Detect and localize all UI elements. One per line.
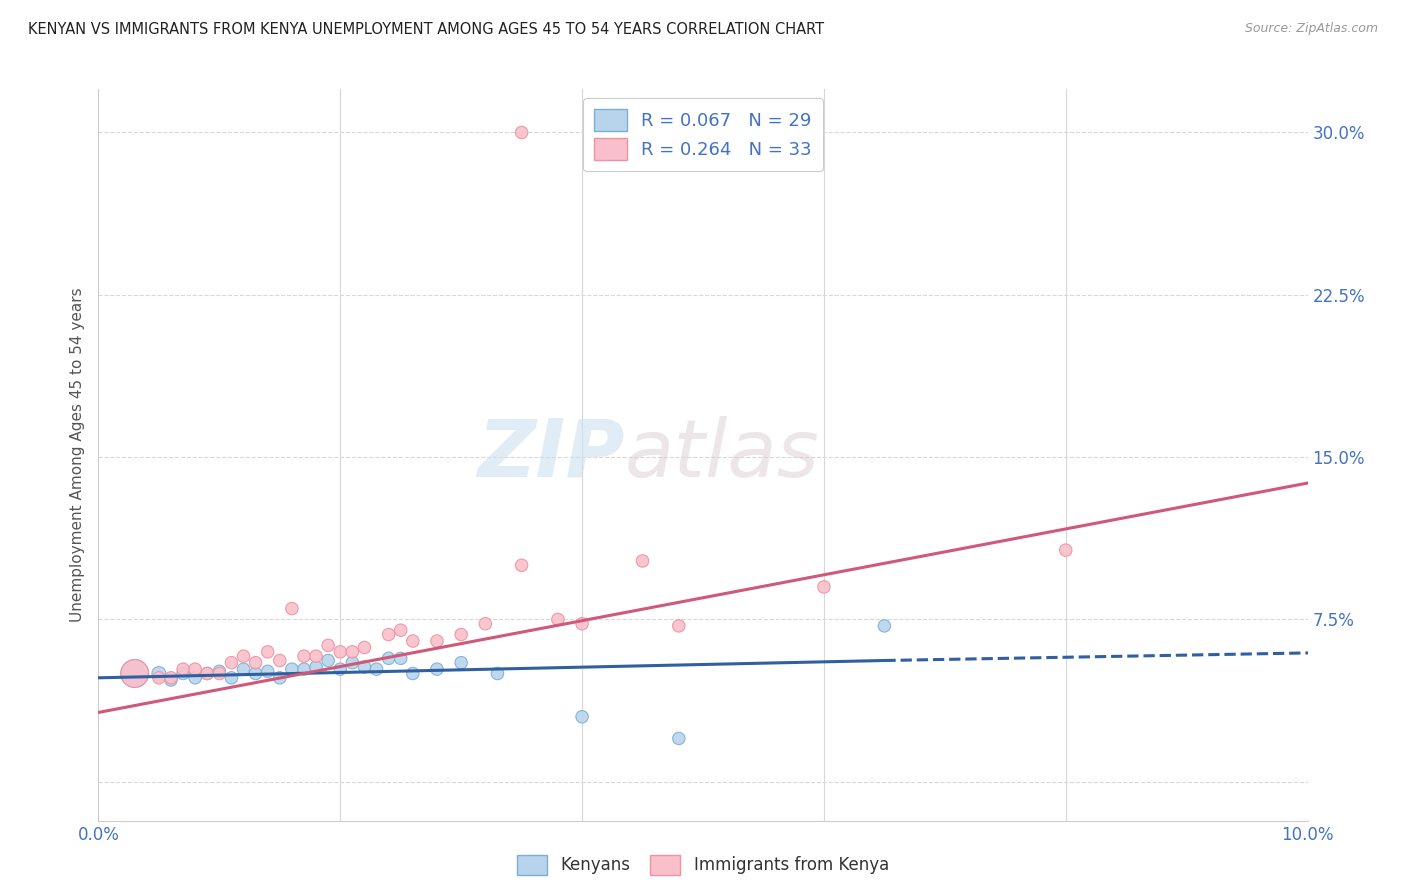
Point <box>172 666 194 681</box>
Point <box>292 662 315 676</box>
Text: Source: ZipAtlas.com: Source: ZipAtlas.com <box>1244 22 1378 36</box>
Point <box>208 665 231 679</box>
Point <box>668 619 690 633</box>
Point <box>269 671 291 685</box>
Point <box>232 649 254 664</box>
Point <box>208 666 231 681</box>
Point <box>269 653 291 667</box>
Point <box>389 624 412 638</box>
Point <box>426 662 449 676</box>
Point <box>160 671 183 685</box>
Point <box>124 666 146 681</box>
Point <box>160 673 183 687</box>
Point <box>316 638 339 652</box>
Point <box>329 662 352 676</box>
Point <box>342 645 364 659</box>
Point <box>631 554 654 568</box>
Point <box>148 671 170 685</box>
Point <box>474 616 496 631</box>
Point <box>547 612 569 626</box>
Point <box>450 627 472 641</box>
Point <box>256 645 278 659</box>
Text: KENYAN VS IMMIGRANTS FROM KENYA UNEMPLOYMENT AMONG AGES 45 TO 54 YEARS CORRELATI: KENYAN VS IMMIGRANTS FROM KENYA UNEMPLOY… <box>28 22 824 37</box>
Y-axis label: Unemployment Among Ages 45 to 54 years: Unemployment Among Ages 45 to 54 years <box>69 287 84 623</box>
Point <box>813 580 835 594</box>
Point <box>366 662 388 676</box>
Point <box>221 671 243 685</box>
Point <box>402 666 425 681</box>
Point <box>245 666 267 681</box>
Point <box>353 660 375 674</box>
Point <box>450 656 472 670</box>
Point <box>172 662 194 676</box>
Point <box>377 627 399 641</box>
Point <box>148 666 170 681</box>
Point <box>426 634 449 648</box>
Point <box>305 649 328 664</box>
Point <box>256 665 278 679</box>
Point <box>232 662 254 676</box>
Point <box>571 616 593 631</box>
Point <box>221 656 243 670</box>
Point <box>184 671 207 685</box>
Point <box>305 660 328 674</box>
Text: atlas: atlas <box>624 416 820 494</box>
Point <box>873 619 896 633</box>
Point <box>510 558 533 573</box>
Point <box>353 640 375 655</box>
Point <box>245 656 267 670</box>
Point <box>292 649 315 664</box>
Point <box>329 645 352 659</box>
Point <box>486 666 509 681</box>
Point <box>668 731 690 746</box>
Point <box>184 662 207 676</box>
Point <box>510 126 533 140</box>
Legend: Kenyans, Immigrants from Kenya: Kenyans, Immigrants from Kenya <box>510 848 896 882</box>
Point <box>195 666 218 681</box>
Point <box>1054 543 1077 558</box>
Point <box>402 634 425 648</box>
Point <box>124 666 146 681</box>
Point <box>316 653 339 667</box>
Point <box>571 710 593 724</box>
Point <box>342 656 364 670</box>
Point <box>389 651 412 665</box>
Point <box>377 651 399 665</box>
Point <box>281 662 304 676</box>
Text: ZIP: ZIP <box>477 416 624 494</box>
Point <box>195 666 218 681</box>
Point <box>281 601 304 615</box>
